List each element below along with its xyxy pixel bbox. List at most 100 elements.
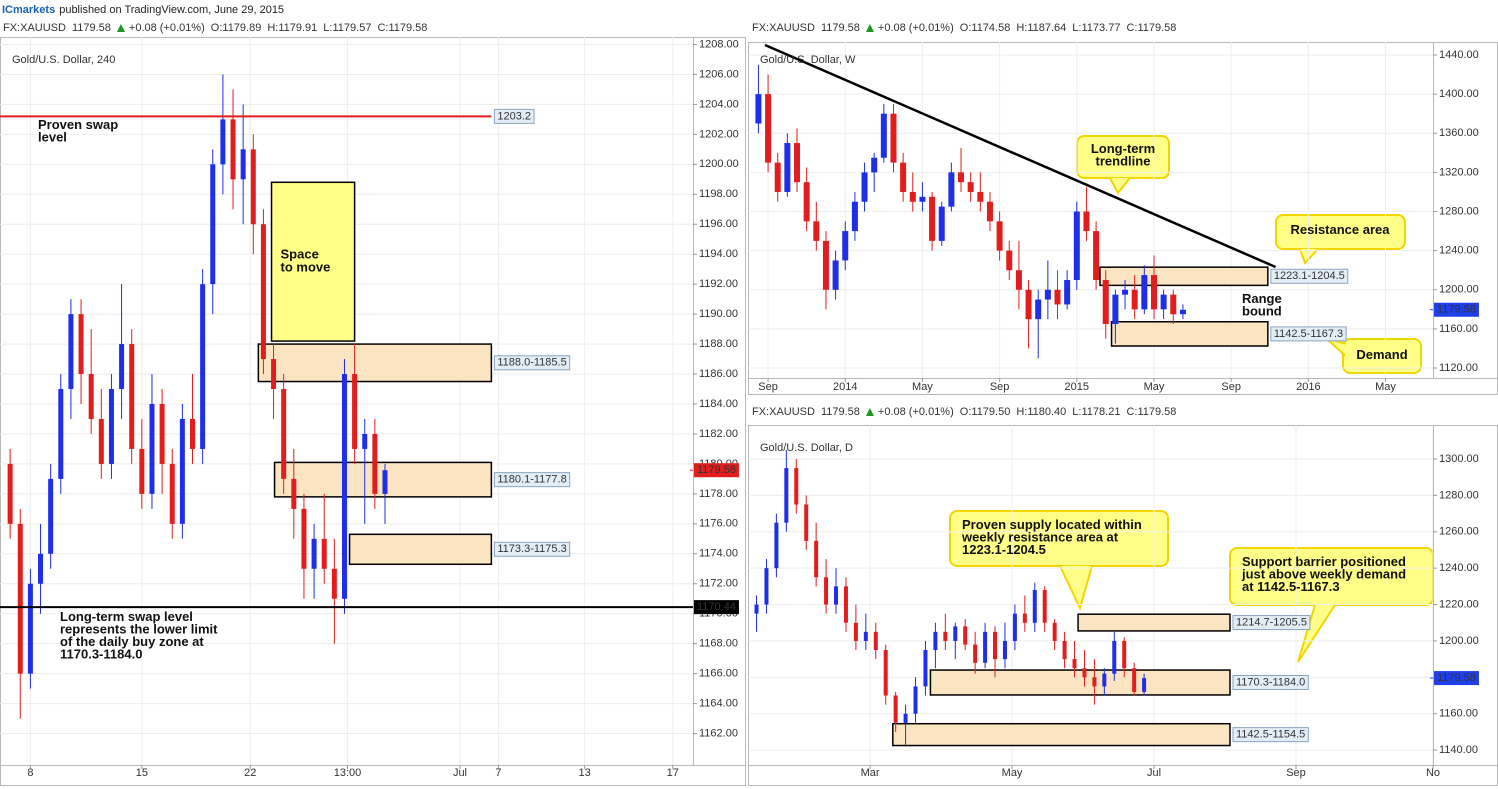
annotation-line: Proven supply located within — [962, 517, 1142, 532]
header-field: 1179.89 — [222, 22, 261, 34]
callout-pointer — [1299, 248, 1319, 265]
candle-body — [893, 695, 898, 723]
y-tick-label: 1360.00 — [1439, 127, 1479, 139]
annotation: Long-term trendline — [1091, 141, 1155, 169]
candle-body — [58, 389, 64, 479]
zone-label-bg — [493, 472, 571, 488]
annotation-line: Resistance area — [1290, 222, 1390, 237]
header-field: C: — [377, 22, 388, 34]
y-tick-label: 1174.00 — [699, 548, 738, 560]
y-tick-label: 1200.00 — [699, 158, 739, 170]
x-tick-label: Jul — [1147, 767, 1161, 779]
y-tick-label: 1200.00 — [1439, 284, 1479, 296]
candle-body — [834, 586, 839, 605]
x-tick-label: 2016 — [1296, 381, 1320, 393]
header-field: 1179.50 — [971, 406, 1010, 418]
change-arrow — [865, 24, 874, 32]
candle-body — [1012, 613, 1017, 641]
candle-body — [48, 478, 54, 554]
header-field: 1174.58 — [971, 22, 1010, 34]
header-field: C: — [1126, 406, 1137, 418]
annotation: Proven swap level — [38, 117, 118, 145]
zone-label: 1180.1-1177.8 — [497, 474, 566, 486]
header-field: H: — [1016, 22, 1027, 34]
annotation: Range bound — [1242, 291, 1282, 319]
header-field: 1179.57 — [332, 22, 371, 34]
candle-body — [98, 418, 104, 464]
header-field: L: — [1072, 406, 1081, 418]
plot — [755, 43, 1277, 359]
last-price-tag: 1179.58 — [697, 464, 736, 476]
zone-label-bg — [1270, 268, 1349, 284]
header-field: +0.08 (+0.01%) — [878, 406, 954, 418]
header-field: L: — [323, 22, 332, 34]
annotation-line: of the daily buy zone at — [60, 634, 204, 649]
header-field: FX:XAUUSD — [752, 406, 815, 418]
candle-body — [919, 196, 926, 202]
candle-body — [814, 540, 819, 578]
candle-body — [1025, 289, 1032, 320]
y-tick-label: 1220.00 — [1439, 598, 1479, 610]
candle-body — [362, 433, 368, 449]
x-tick-label: 17 — [667, 767, 679, 779]
candle-body — [301, 508, 307, 569]
y-tick-label: 1178.00 — [699, 488, 738, 500]
x-tick-label: 13:00 — [334, 767, 362, 779]
candle-body — [977, 191, 984, 202]
annotation: Proven supply located within weekly resis… — [961, 517, 1142, 557]
y-tick-label: 1160.00 — [1439, 708, 1478, 720]
level-tag: 1170.44 — [697, 601, 736, 613]
callout-cover — [1278, 217, 1403, 247]
annotation: Demand — [1356, 347, 1407, 362]
y-tick-label: 1120.00 — [1439, 362, 1478, 374]
candle-body — [764, 568, 769, 605]
header-field: 1179.58 — [821, 22, 860, 34]
candle-body — [804, 504, 809, 541]
change-arrow — [116, 24, 125, 32]
annotation-line: weekly resistance area at — [961, 530, 1119, 545]
candle-body — [1022, 613, 1027, 623]
candle-body — [943, 631, 948, 641]
candle-body — [913, 686, 918, 714]
candle-body — [755, 94, 762, 124]
candle-body — [938, 206, 945, 241]
candle-body — [372, 433, 378, 494]
candle-body — [341, 374, 347, 599]
zone — [929, 669, 1231, 696]
annotation: Long-term swap level represents the lower… — [60, 609, 218, 662]
header-field: 1179.58 — [388, 22, 427, 34]
annotation-line: 1223.1-1204.5 — [962, 542, 1046, 557]
y-tick-label: 1400.00 — [1439, 88, 1479, 100]
candle-body — [78, 314, 84, 375]
candle-body — [1044, 289, 1051, 300]
header-field: 1179.58 — [821, 406, 860, 418]
candle-body — [291, 478, 297, 509]
header-field: 1179.58 — [72, 22, 111, 34]
candle-body — [271, 359, 277, 390]
candle-body — [1102, 279, 1109, 325]
candle-body — [38, 553, 44, 584]
header-field: 1179.58 — [1137, 22, 1176, 34]
header-field: O: — [960, 22, 972, 34]
publisher[interactable]: ICmarkets — [2, 4, 55, 16]
candle-body — [108, 389, 114, 464]
y-tick-label: 1208.00 — [699, 38, 739, 50]
trendline — [764, 43, 1277, 269]
last-price-tag-bg — [1434, 302, 1479, 317]
y-tick-label: 1184.00 — [699, 398, 738, 410]
x-tick-label: Mar — [861, 767, 880, 779]
y-tick-label: 1182.00 — [699, 428, 738, 440]
candle-body — [1035, 299, 1042, 320]
annotation-line: Range — [1242, 291, 1282, 306]
candle-body — [129, 344, 135, 449]
candle-body — [1122, 640, 1127, 669]
annotation: Support barrier positioned just above wee… — [1241, 554, 1406, 594]
zone-label-bg — [1232, 615, 1311, 631]
plot — [754, 449, 1231, 747]
y-tick-label: 1240.00 — [1439, 562, 1479, 574]
zone-label: 1142.5-1154.5 — [1236, 729, 1305, 741]
candle-body — [1112, 294, 1119, 325]
grid — [0, 37, 693, 765]
x-tick-label: May — [1375, 381, 1396, 393]
level-tag-bg — [694, 600, 739, 615]
